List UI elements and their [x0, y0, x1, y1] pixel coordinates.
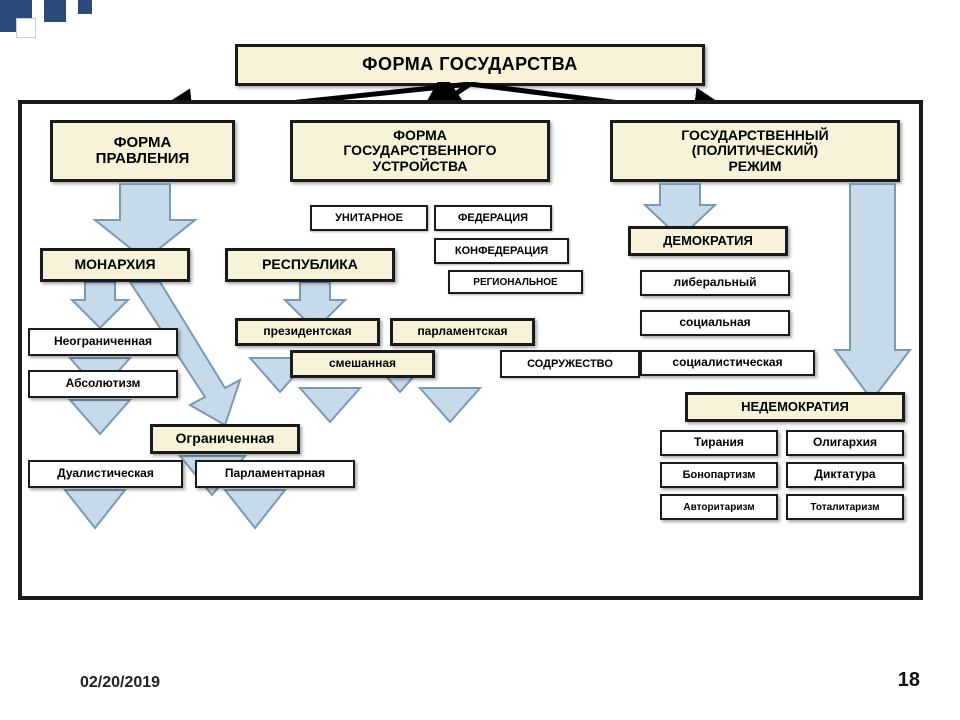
col2-label: ФОРМА ГОСУДАРСТВЕННОГО УСТРОЙСТВА — [343, 128, 496, 174]
unlimited-box: Неограниченная — [28, 328, 178, 356]
footer-date: 02/20/2019 — [80, 674, 160, 692]
authoritarianism-box: Авторитаризм — [660, 494, 778, 520]
authoritarianism-label: Авторитаризм — [683, 502, 754, 513]
col-state-structure: ФОРМА ГОСУДАРСТВЕННОГО УСТРОЙСТВА — [290, 120, 550, 182]
socialist-box: социалистическая — [640, 350, 815, 376]
social-box: социальная — [640, 310, 790, 336]
absolutism-box: Абсолютизм — [28, 370, 178, 398]
col-political-regime: ГОСУДАРСТВЕННЫЙ (ПОЛИТИЧЕСКИЙ) РЕЖИМ — [610, 120, 900, 182]
democracy-label: ДЕМОКРАТИЯ — [663, 234, 753, 248]
dualistic-label: Дуалистическая — [57, 467, 154, 480]
dictatorship-label: Диктатура — [814, 468, 875, 481]
liberal-label: либеральный — [674, 276, 757, 289]
parliamentary-rep-label: парламентская — [417, 325, 507, 338]
limited-box: Ограниченная — [150, 424, 300, 454]
tyranny-box: Тирания — [660, 430, 778, 456]
presidential-label: президентская — [263, 325, 351, 338]
nondemocracy-box: НЕДЕМОКРАТИЯ — [685, 392, 905, 422]
republic-box: РЕСПУБЛИКА — [225, 248, 395, 282]
regional-box: РЕГИОНАЛЬНОЕ — [448, 270, 583, 294]
regional-label: РЕГИОНАЛЬНОЕ — [473, 277, 557, 288]
bonapartism-label: Бонопартизм — [683, 469, 756, 481]
oligarchy-label: Олигархия — [813, 436, 877, 449]
col-government-form: ФОРМА ПРАВЛЕНИЯ — [50, 120, 235, 182]
dualistic-box: Дуалистическая — [28, 460, 183, 488]
parliamentary-mon-box: Парламентарная — [195, 460, 355, 488]
absolutism-label: Абсолютизм — [66, 377, 141, 390]
parliamentary-mon-label: Парламентарная — [225, 467, 325, 480]
limited-label: Ограниченная — [176, 431, 275, 446]
social-label: социальная — [679, 316, 750, 329]
confederation-box: КОНФЕДЕРАЦИЯ — [434, 238, 569, 264]
main-title: ФОРМА ГОСУДАРСТВА — [362, 55, 578, 75]
socialist-label: социалистическая — [672, 356, 782, 369]
mixed-label: смешанная — [329, 357, 396, 370]
confederation-label: КОНФЕДЕРАЦИЯ — [455, 245, 548, 257]
monarchy-box: МОНАРХИЯ — [40, 248, 190, 282]
footer-page: 18 — [898, 669, 920, 692]
dictatorship-box: Диктатура — [786, 462, 904, 488]
federation-box: ФЕДЕРАЦИЯ — [434, 205, 552, 231]
presidential-box: президентская — [235, 318, 380, 346]
unitary-box: УНИТАРНОЕ — [310, 205, 428, 231]
democracy-box: ДЕМОКРАТИЯ — [628, 226, 788, 256]
commonwealth-label: СОДРУЖЕСТВО — [527, 358, 613, 370]
totalitarianism-box: Тоталитаризм — [786, 494, 904, 520]
unitary-label: УНИТАРНОЕ — [335, 212, 403, 224]
federation-label: ФЕДЕРАЦИЯ — [458, 212, 528, 224]
nondemocracy-label: НЕДЕМОКРАТИЯ — [741, 400, 849, 414]
col1-label: ФОРМА ПРАВЛЕНИЯ — [96, 135, 190, 168]
tyranny-label: Тирания — [694, 436, 744, 449]
top-deco — [0, 0, 960, 30]
unlimited-label: Неограниченная — [54, 335, 152, 348]
oligarchy-box: Олигархия — [786, 430, 904, 456]
totalitarianism-label: Тоталитаризм — [810, 502, 879, 513]
main-title-box: ФОРМА ГОСУДАРСТВА — [235, 44, 705, 86]
parliamentary-rep-box: парламентская — [390, 318, 535, 346]
bonapartism-box: Бонопартизм — [660, 462, 778, 488]
republic-label: РЕСПУБЛИКА — [262, 257, 358, 272]
liberal-box: либеральный — [640, 270, 790, 296]
monarchy-label: МОНАРХИЯ — [74, 257, 155, 272]
mixed-box: смешанная — [290, 350, 435, 378]
commonwealth-box: СОДРУЖЕСТВО — [500, 350, 640, 378]
col3-label: ГОСУДАРСТВЕННЫЙ (ПОЛИТИЧЕСКИЙ) РЕЖИМ — [681, 128, 828, 174]
